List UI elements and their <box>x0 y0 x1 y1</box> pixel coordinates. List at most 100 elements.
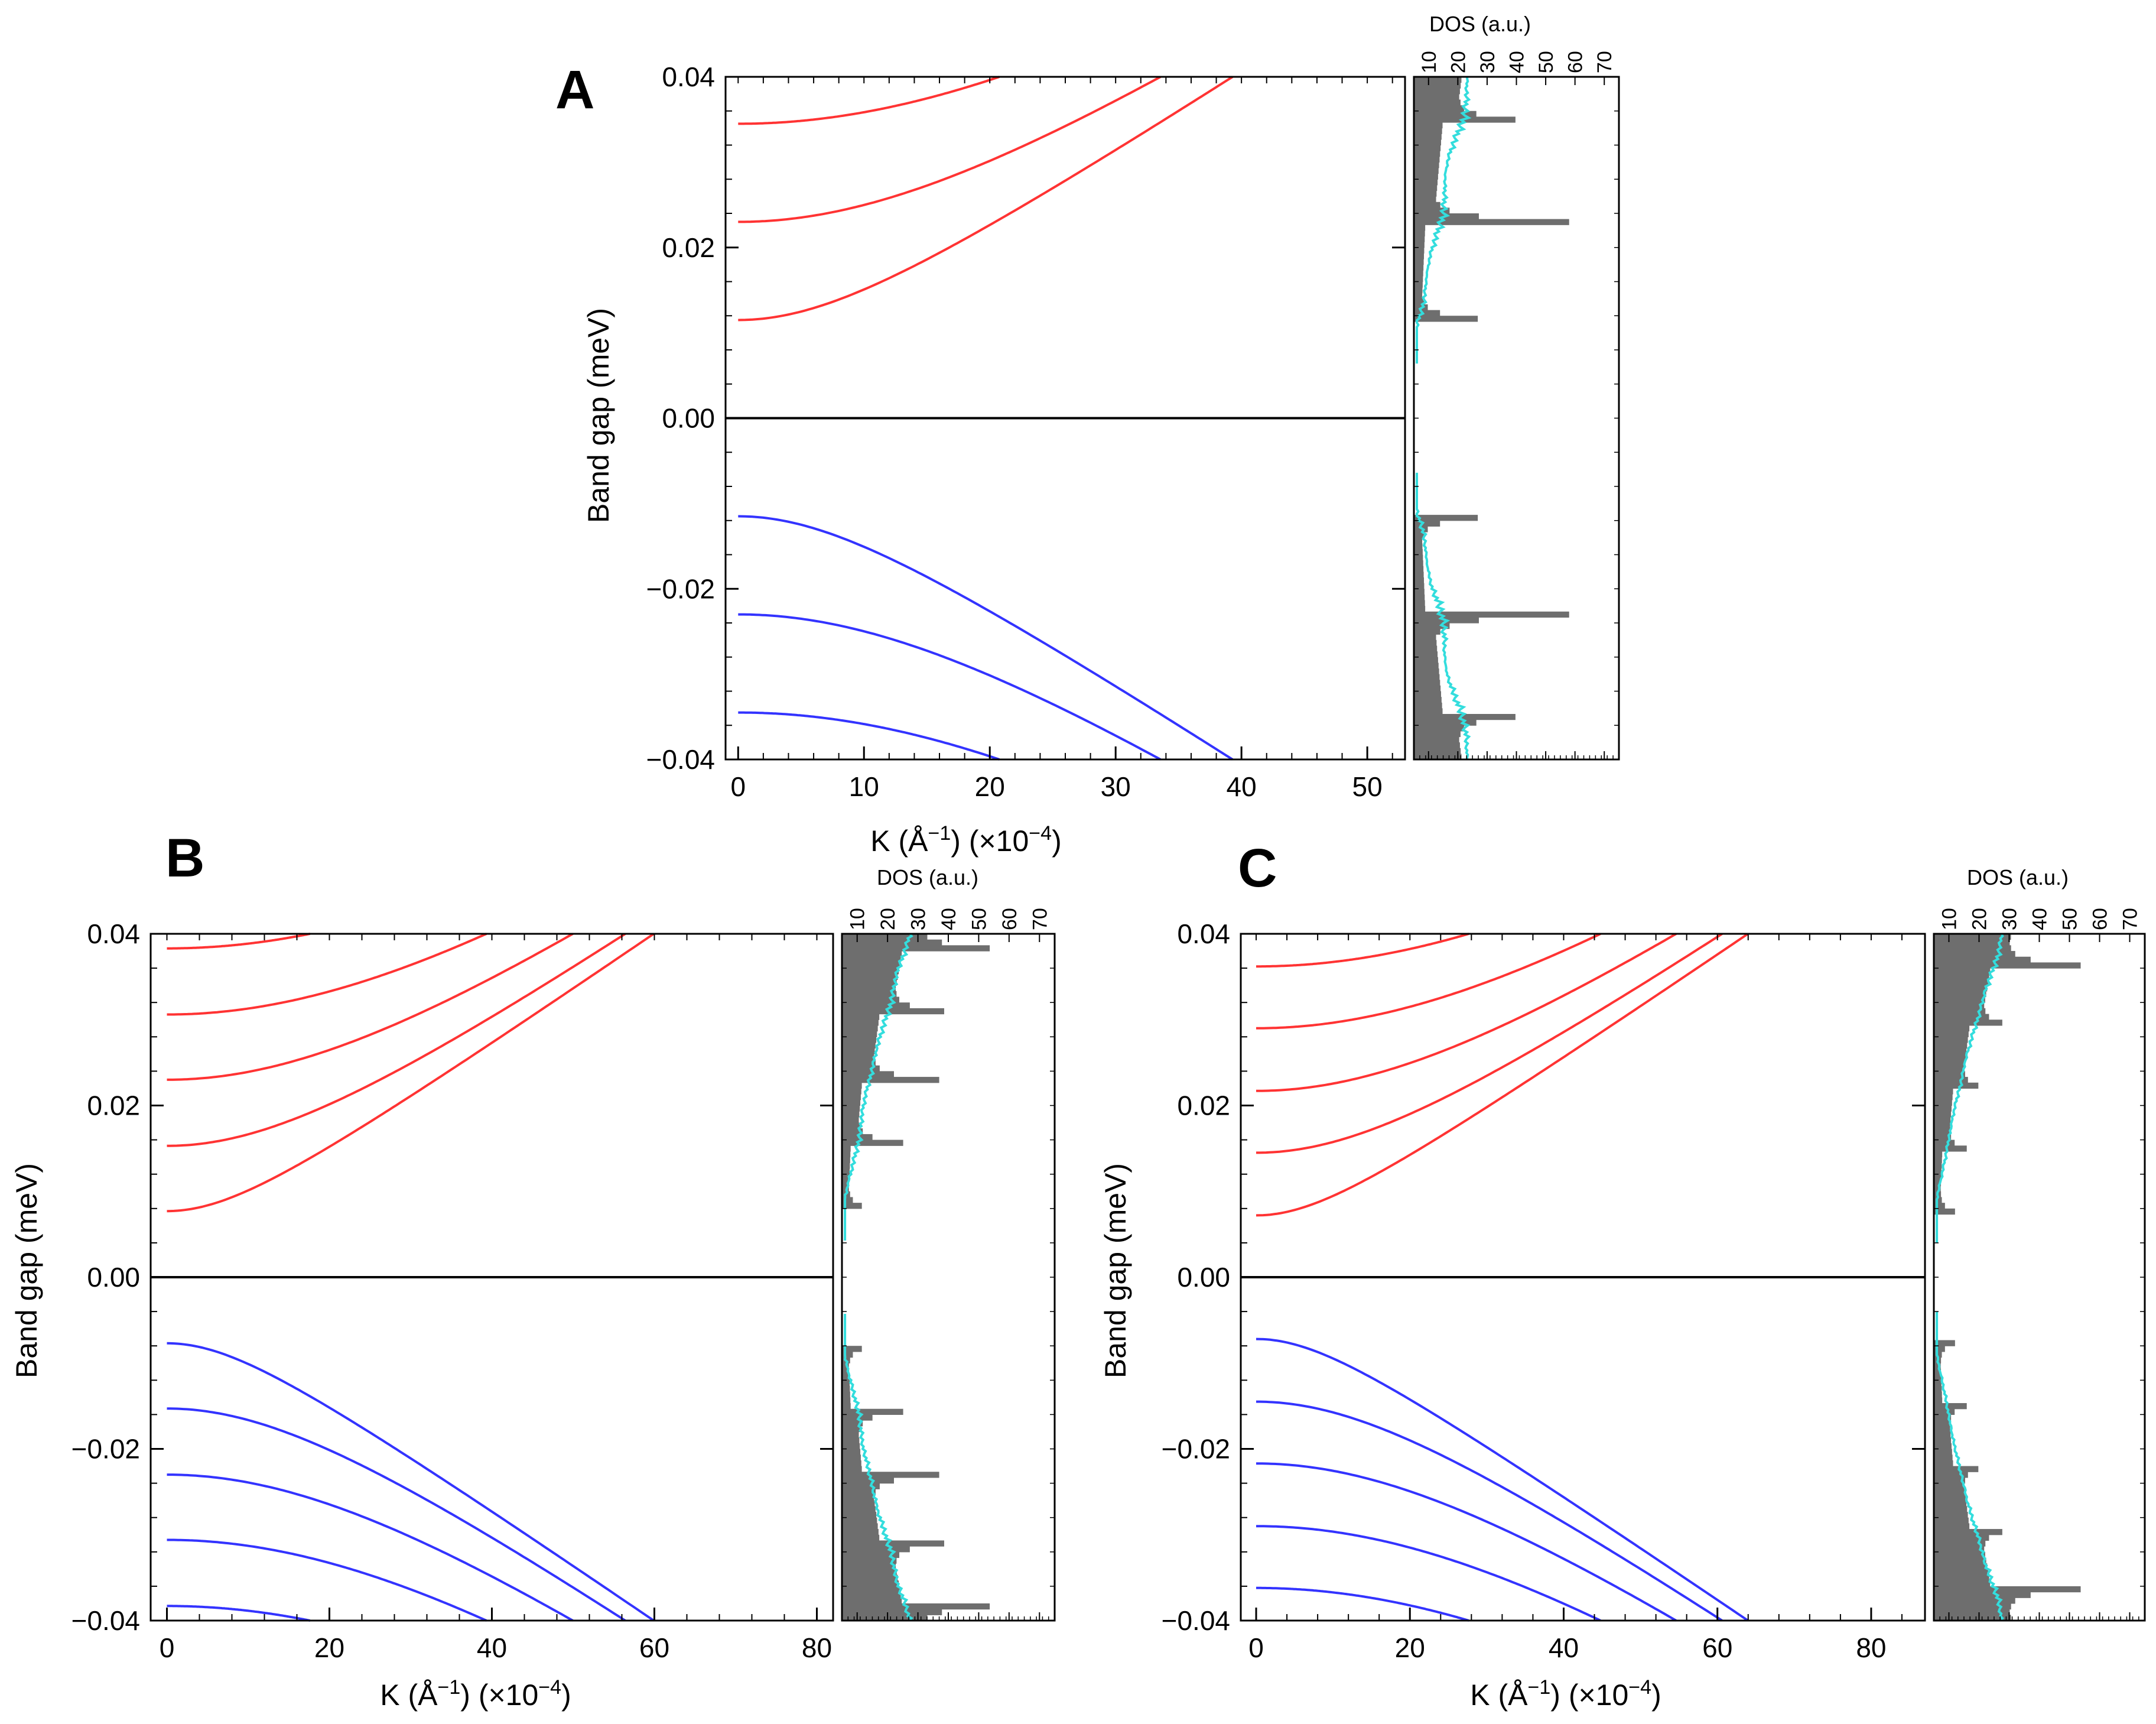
dos-bar <box>1934 1466 1979 1472</box>
dos-bar <box>1934 951 2015 957</box>
panel-c-y-ticks: −0.04 −0.02 0.00 0.02 0.04 <box>1162 918 1925 1636</box>
dos-bar <box>1934 991 1986 998</box>
band-curve-conduction-5 <box>1256 933 1469 968</box>
panel-c-x-ticks: 0 20 40 60 80 <box>1248 934 1903 1663</box>
dos-bar <box>1934 1408 1955 1415</box>
dos-bar <box>1934 1603 2011 1610</box>
panel-b-x-axis-title: K (Å−1) (×10−4) <box>380 1676 571 1712</box>
dos-bar <box>1934 1420 1950 1427</box>
dos-bar <box>1414 645 1438 652</box>
dos-bar <box>842 1111 860 1118</box>
panel-c-dos-ticks: 10 20 30 40 50 60 70 <box>1933 908 2145 1621</box>
dos-bar <box>1414 316 1478 322</box>
y-tick-label: 0.00 <box>662 403 715 434</box>
dos-bar <box>842 1512 877 1518</box>
dos-bar <box>1414 179 1438 186</box>
band-curve-conduction-5 <box>167 933 311 950</box>
dos-bar <box>842 1002 910 1009</box>
dos-bar <box>842 985 896 992</box>
dos-tick-label: 10 <box>1939 908 1961 930</box>
x-tick-label: 20 <box>314 1632 344 1663</box>
dos-tick-label: 60 <box>1565 51 1587 73</box>
dos-bar <box>1934 1025 1970 1032</box>
dos-bar <box>1414 691 1441 697</box>
y-tick-label: −0.02 <box>71 1434 140 1465</box>
dos-bar <box>1414 736 1459 743</box>
dos-bar <box>1934 1489 1965 1495</box>
dos-bar <box>842 1203 862 1209</box>
band-curve-valence-2 <box>167 1407 626 1622</box>
dos-bar <box>1414 196 1436 203</box>
y-tick-label: 0.00 <box>87 1262 140 1293</box>
dos-bar <box>1934 1082 1979 1089</box>
dos-bar <box>842 1157 850 1163</box>
dos-bar <box>842 1489 876 1495</box>
dos-bar <box>1934 1529 2002 1535</box>
dos-bar <box>1414 651 1438 658</box>
dos-bar <box>1934 996 1985 1003</box>
dos-bar <box>1934 1065 1965 1072</box>
dos-bar <box>1414 93 1459 100</box>
dos-bar <box>842 1569 897 1576</box>
dos-bar <box>1934 973 1989 980</box>
dos-bar <box>842 1105 860 1112</box>
dos-bar <box>1934 939 2010 946</box>
dos-bar <box>1414 520 1440 527</box>
dos-tick-label: 20 <box>1969 908 1991 930</box>
dos-bar <box>1934 1014 1989 1020</box>
dos-bar <box>1934 1609 2010 1615</box>
y-tick-label: 0.04 <box>1177 918 1230 949</box>
dos-bar <box>1414 742 1460 749</box>
dos-bar <box>1934 1540 1986 1547</box>
dos-bar <box>1934 1128 1950 1135</box>
panel-a-band-curves <box>738 76 1234 761</box>
dos-bar <box>1934 1557 1986 1564</box>
dos-bar <box>842 1088 861 1095</box>
band-curve-conduction-2 <box>738 76 1162 223</box>
dos-bar <box>1414 548 1423 556</box>
band-curve-conduction-4 <box>1256 933 1601 1030</box>
panel-a-dos-ticks: 10 20 30 40 50 60 70 <box>1413 51 1620 760</box>
dos-bar <box>842 1014 880 1020</box>
dos-bar <box>1934 1506 1968 1512</box>
panel-c-dos-title: DOS (a.u.) <box>1967 865 2069 889</box>
dos-bar <box>842 1477 894 1484</box>
dos-tick-label: 50 <box>968 908 990 930</box>
dos-bar <box>1934 1380 1942 1387</box>
dos-bar <box>1934 1105 1952 1112</box>
band-curve-conduction-1 <box>167 933 655 1213</box>
dos-bar <box>1414 82 1461 89</box>
dos-bar <box>1414 99 1461 106</box>
dos-bar <box>1934 1443 1952 1450</box>
dos-bar <box>1934 1534 1989 1541</box>
dos-bar <box>842 1122 860 1129</box>
band-curve-valence-1 <box>1256 1337 1749 1622</box>
band-curve-valence-3 <box>167 1473 574 1622</box>
dos-bar <box>842 1065 880 1072</box>
dos-bar <box>842 1609 942 1615</box>
dos-bar <box>842 1054 874 1060</box>
dos-bar <box>1414 674 1440 680</box>
dos-tick-label: 30 <box>1477 51 1499 73</box>
panel-label-b: B <box>165 828 204 888</box>
dos-bar <box>1414 697 1442 703</box>
dos-bar <box>1934 1477 1965 1484</box>
dos-bar <box>1414 219 1569 225</box>
dos-tick-label: 60 <box>2089 908 2112 930</box>
dos-bar <box>842 1385 850 1392</box>
dos-bar <box>842 1431 859 1438</box>
dos-bar <box>842 956 901 963</box>
band-curve-valence-1 <box>738 515 1234 761</box>
dos-bar <box>842 945 990 952</box>
band-curve-conduction-3 <box>738 76 1000 125</box>
dos-bar <box>1414 162 1439 168</box>
dos-bar <box>842 1454 861 1461</box>
x-tick-label: 20 <box>1395 1632 1425 1663</box>
panel-a: A 0 10 20 30 40 50 −0.04 −0.02 0.00 0.02 0.04 K (… <box>555 12 1620 858</box>
dos-bar <box>1934 1374 1942 1381</box>
dos-tick-label: 10 <box>847 908 869 930</box>
dos-bar <box>842 1449 861 1455</box>
dos-bar <box>842 1574 898 1581</box>
dos-bar <box>1934 1454 1953 1461</box>
band-curve-valence-4 <box>167 1538 487 1622</box>
